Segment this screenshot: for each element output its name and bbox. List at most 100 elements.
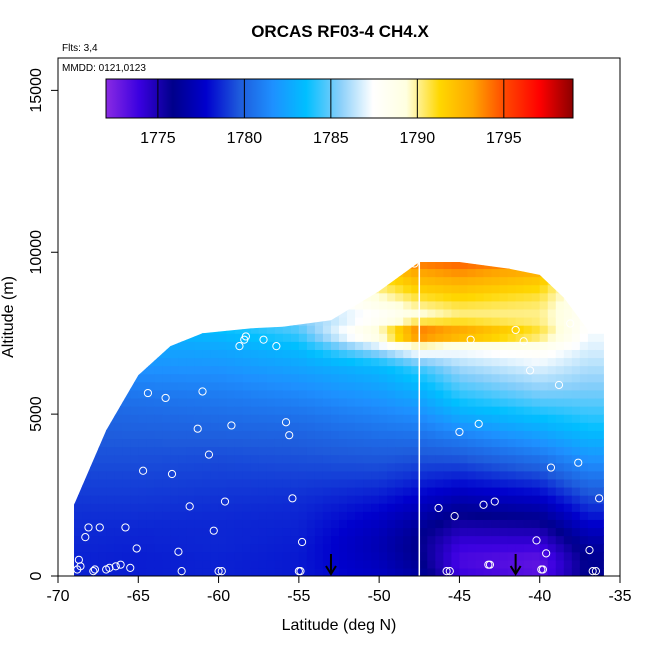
field-cell [322,365,332,375]
field-cell [347,292,356,302]
field-cell [146,284,155,294]
field-cell [435,397,444,407]
field-cell [411,511,420,520]
field-cell [314,261,324,270]
field-cell [483,276,493,286]
field-cell [226,519,236,529]
field-cell [555,365,565,375]
field-cell [82,397,91,407]
field-cell [74,406,75,415]
field-cell [531,406,541,415]
field-cell [58,390,67,399]
field-cell [419,406,428,415]
field-cell [547,276,557,286]
field-cell [82,567,91,576]
field-cell [186,300,196,310]
field-cell [106,486,115,496]
field-cell [499,397,509,407]
field-cell [419,438,428,448]
field-cell [427,430,436,440]
field-cell [555,292,565,302]
field-cell [322,389,332,399]
field-cell [347,276,356,286]
field-cell [250,300,260,310]
field-cell [531,567,541,576]
field-cell [74,486,75,496]
flight-point [455,427,464,437]
field-cell [427,300,436,310]
field-cell [154,397,163,407]
field-cell [226,341,236,350]
field-cell [555,284,565,294]
field-cell [130,325,139,334]
field-cell [194,268,204,278]
field-cell [322,478,332,488]
field-cell [138,349,147,359]
field-cell [347,341,356,350]
field-cell [146,551,155,561]
field-cell [170,300,180,310]
field-cell [491,495,501,504]
field-cell [186,430,196,440]
field-cell [322,308,332,318]
field-cell [170,535,180,545]
field-cell [298,381,308,391]
field-cell [122,446,131,456]
field-cell [170,486,180,496]
field-cell [571,317,581,326]
x-axis: -70 -65 -60 -55 -50 -45 -40 -35 [46,576,632,605]
field-cell [483,397,493,407]
field-cell [443,308,452,318]
field-cell [314,414,324,423]
field-cell [379,567,388,576]
field-cell [612,430,621,439]
field-cell [539,511,549,520]
field-cell [202,511,212,520]
field-cell [170,292,180,302]
field-cell [114,325,123,334]
field-cell [475,495,485,504]
field-cell [435,389,444,399]
field-cell [275,252,284,261]
field-cell [210,381,220,391]
field-cell [58,503,67,512]
x-tick-label: -50 [368,588,391,605]
field-cell [58,309,67,318]
field-cell [483,373,493,383]
field-cell [411,406,420,415]
field-cell [154,373,163,383]
flight-point [259,335,268,344]
field-cell [58,349,67,358]
field-cell [298,543,308,553]
field-cell [290,559,300,569]
field-cell [587,300,597,310]
field-cell [339,511,348,520]
field-cell [282,261,292,270]
field-cell [371,397,380,407]
field-cell [218,527,228,537]
field-cell [114,414,123,423]
field-cell [563,462,573,472]
field-cell [98,470,107,480]
field-cell [130,292,139,302]
field-cell [539,422,549,431]
field-cell [427,276,436,286]
field-cell [555,349,565,359]
field-cell [539,446,549,456]
field-cell [483,357,493,367]
field-cell [603,414,604,423]
field-cell [411,317,420,326]
field-cell [58,455,67,464]
field-cell [507,381,517,391]
field-cell [515,535,525,545]
field-cell [499,389,509,399]
field-cell [146,438,155,448]
field-cell [178,308,188,318]
field-cell [612,511,621,520]
colorbar-tick-label: 1780 [227,130,263,147]
field-cell [98,276,107,286]
field-cell [579,543,589,553]
field-cell [58,366,67,375]
field-cell [507,486,517,496]
field-cell [282,341,292,350]
